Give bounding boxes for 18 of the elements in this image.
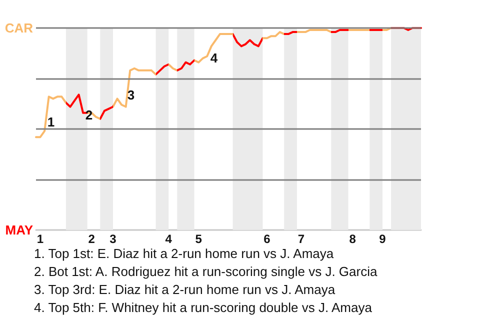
annotation: 1	[47, 114, 55, 130]
text: MAY	[5, 222, 34, 238]
text: 2. Bot 1st: A. Rodriguez hit a run-scoring single vs J. Garcia	[34, 264, 378, 279]
text: 1. Top 1st: E. Diaz hit a 2-run home run vs J. Amaya	[34, 246, 334, 261]
ref-line-label: CAR	[4, 20, 34, 36]
x-tick-label: 7	[298, 232, 305, 246]
x-tick-label: 2	[88, 232, 96, 246]
annotation: 3	[127, 88, 135, 102]
annotation: 4	[210, 50, 218, 66]
x-tick-label: 6	[264, 232, 271, 246]
x-tick-label: 4	[165, 232, 172, 246]
x-tick-label: 1	[36, 232, 44, 246]
x-tick-label: 8	[349, 232, 356, 246]
x-tick-label: 3	[110, 232, 117, 246]
x-tick-label: 9	[379, 232, 386, 246]
text: 3. Top 3rd: E. Diaz hit a 2-run home run vs J. Amaya	[34, 282, 336, 297]
x-tick-label: 5	[195, 232, 202, 246]
text: 4. Top 5th: F. Whitney hit a run-scoring double vs J. Amaya	[34, 300, 373, 315]
